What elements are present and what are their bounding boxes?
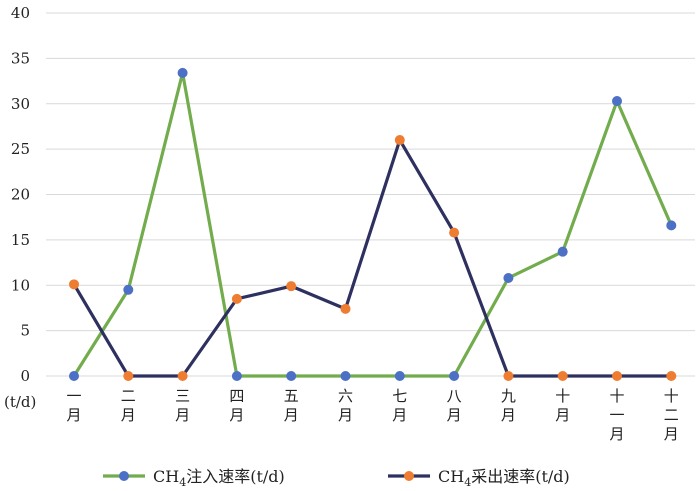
data-point <box>503 371 514 381</box>
data-point <box>557 246 568 257</box>
y-axis-ticks: 0 5 10 15 20 25 30 35 40 <box>11 4 30 385</box>
data-point <box>557 371 568 381</box>
x-tick-label: 三月 <box>175 387 190 424</box>
y-tick-label: 15 <box>11 231 30 249</box>
y-tick-label: 0 <box>20 367 30 385</box>
y-tick-label: 35 <box>11 49 30 67</box>
data-point <box>612 96 622 107</box>
legend-marker <box>404 471 414 481</box>
x-tick-label: 十月 <box>555 387 570 424</box>
data-point <box>449 227 460 238</box>
data-point <box>69 371 79 381</box>
series-group <box>69 67 677 381</box>
series-line-1 <box>72 71 673 378</box>
y-axis-label: (t/d) <box>4 393 36 411</box>
data-point <box>231 293 242 304</box>
x-axis-categories: 一月 二月 三月 四月 五月 六月 七月 八月 九月 十月 十一月 十二月 <box>66 387 678 443</box>
data-point <box>340 303 351 314</box>
y-tick-label: 40 <box>11 4 30 22</box>
data-point <box>666 220 677 231</box>
data-point <box>231 371 242 381</box>
series-line-2 <box>72 138 672 378</box>
data-point <box>449 371 460 381</box>
data-point <box>612 371 622 381</box>
data-point <box>123 284 134 295</box>
legend: CH4注入速率(t/d) CH4采出速率(t/d) <box>103 467 570 489</box>
data-point <box>340 371 351 381</box>
data-point <box>69 279 79 290</box>
gridlines <box>46 12 695 377</box>
legend-marker <box>119 471 129 481</box>
x-tick-label: 五月 <box>284 387 299 424</box>
x-tick-label: 六月 <box>338 387 353 424</box>
y-tick-label: 20 <box>11 186 30 204</box>
x-tick-label: 一月 <box>66 387 81 424</box>
data-point <box>286 371 297 381</box>
y-tick-label: 5 <box>20 322 30 340</box>
data-point <box>394 135 405 146</box>
x-tick-label: 十二月 <box>664 387 679 443</box>
data-point <box>394 371 405 381</box>
data-point <box>286 281 297 292</box>
y-tick-label: 10 <box>11 276 30 294</box>
x-tick-label: 七月 <box>392 387 407 424</box>
x-tick-label: 四月 <box>229 387 244 424</box>
x-tick-label: 二月 <box>121 387 136 424</box>
x-tick-label: 十一月 <box>609 387 624 443</box>
y-tick-label: 30 <box>11 95 30 113</box>
legend-label: CH4采出速率(t/d) <box>438 467 570 489</box>
x-tick-label: 九月 <box>501 387 516 424</box>
data-point <box>503 272 514 283</box>
legend-label: CH4注入速率(t/d) <box>153 467 285 489</box>
x-tick-label: 八月 <box>447 387 462 424</box>
y-tick-label: 25 <box>11 140 30 158</box>
data-point <box>123 371 134 381</box>
data-point <box>177 371 188 381</box>
data-point <box>177 67 188 78</box>
data-point <box>666 371 677 381</box>
